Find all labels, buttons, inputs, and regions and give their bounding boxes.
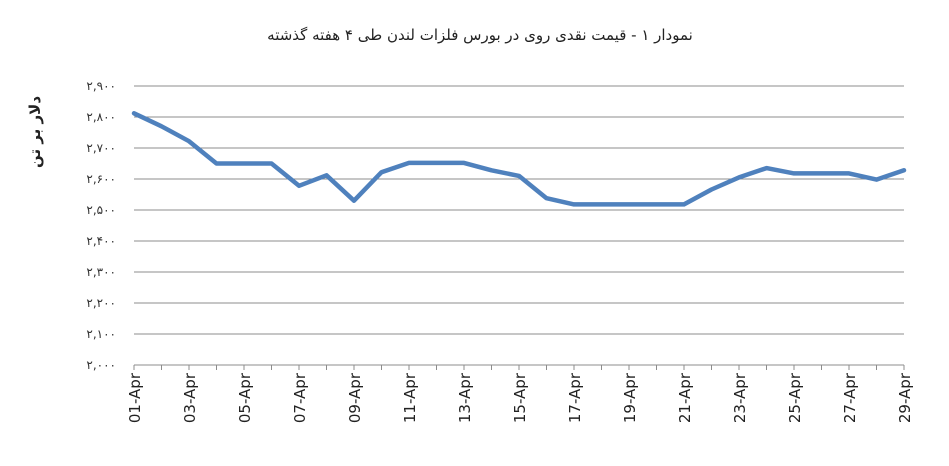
- x-tick-label: 23-Apr: [731, 372, 749, 423]
- y-tick-label: ۲,۷۰۰: [86, 141, 116, 155]
- chart-title: نمودار ۱ - قیمت نقدی روی در بورس فلزات ل…: [267, 26, 693, 44]
- y-tick-label: ۲,۴۰۰: [86, 234, 116, 248]
- x-tick-label: 09-Apr: [346, 372, 364, 423]
- y-tick-label: ۲,۱۰۰: [86, 327, 116, 341]
- x-tick-label: 27-Apr: [841, 372, 859, 423]
- x-axis-ticks: 01-Apr 03-Apr 05-Apr 07-Apr 09-Apr 11-Apr 13-A…: [126, 365, 914, 423]
- x-tick-label: 07-Apr: [291, 372, 309, 423]
- y-tick-label: ۲,۸۰۰: [86, 110, 116, 124]
- y-tick-label: ۲,۵۰۰: [86, 203, 116, 217]
- x-tick-label: 29-Apr: [896, 372, 914, 423]
- y-tick-label: ۲,۹۰۰: [86, 79, 116, 93]
- y-axis-ticks: ۲,۰۰۰ ۲,۱۰۰ ۲,۲۰۰ ۲,۳۰۰ ۲,۴۰۰ ۲,۵۰۰ ۲,۶۰۰ ۲,۷۰۰…: [86, 79, 116, 372]
- x-tick-label: 21-Apr: [676, 372, 694, 423]
- y-tick-label: ۲,۳۰۰: [86, 265, 116, 279]
- x-tick-label: 15-Apr: [511, 372, 529, 423]
- x-tick-label: 11-Apr: [401, 372, 419, 423]
- x-tick-label: 05-Apr: [236, 372, 254, 423]
- y-tick-label: ۲,۰۰۰: [86, 358, 116, 372]
- x-tick-label: 25-Apr: [786, 372, 804, 423]
- y-tick-label: ۲,۶۰۰: [86, 172, 116, 186]
- series-layer: [131, 111, 907, 207]
- x-tick-label: 03-Apr: [181, 372, 199, 423]
- y-tick-label: ۲,۲۰۰: [86, 296, 116, 310]
- series-line: [131, 111, 907, 207]
- gridlines: [134, 85, 904, 366]
- x-tick-label: 13-Apr: [456, 372, 474, 423]
- x-tick-label: 17-Apr: [566, 372, 584, 423]
- x-tick-label: 01-Apr: [126, 372, 144, 423]
- x-tick-label: 19-Apr: [621, 372, 639, 423]
- y-axis-label: دلار بر تن: [26, 96, 44, 168]
